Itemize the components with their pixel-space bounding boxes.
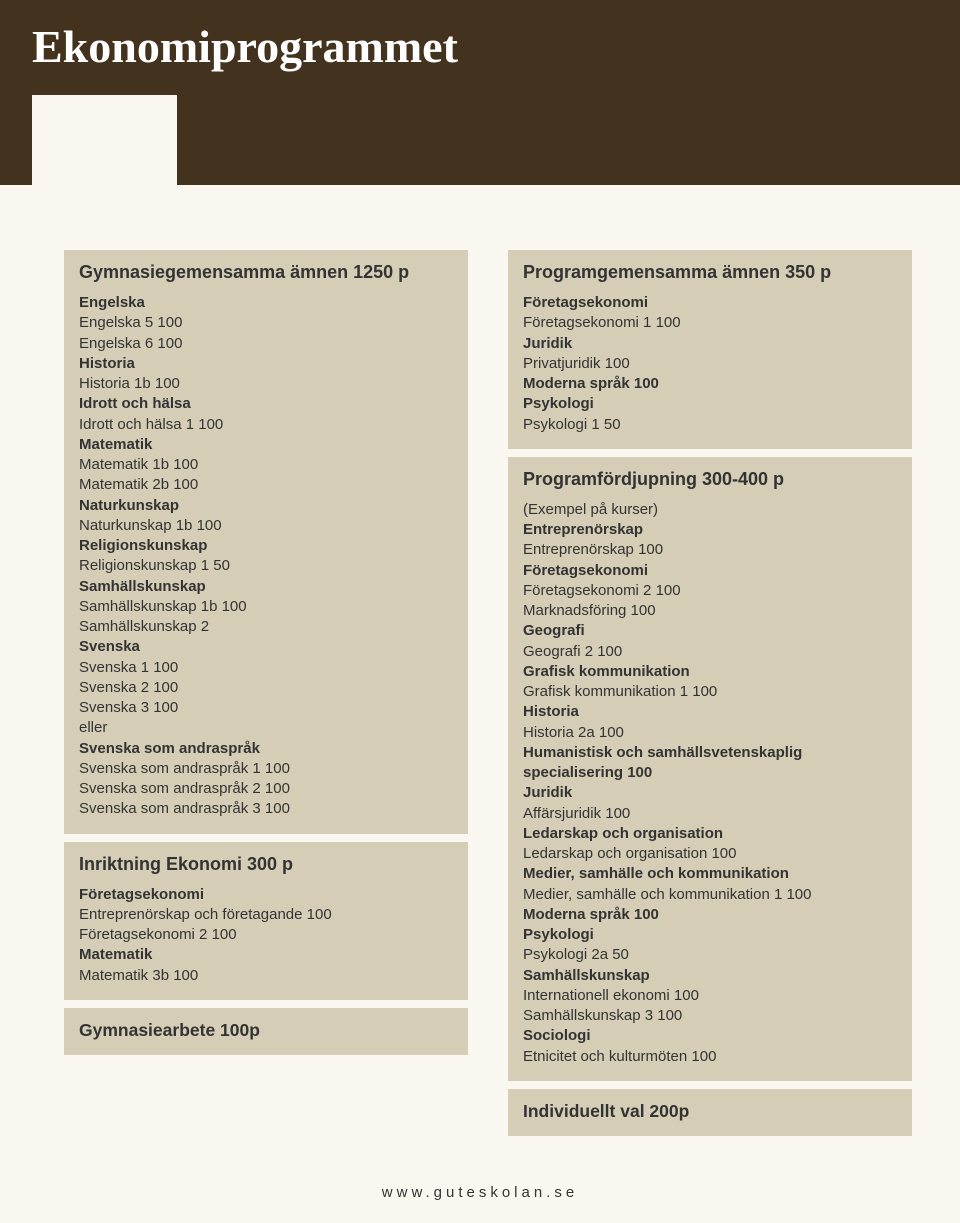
course-line: Marknadsföring 100 <box>523 601 897 621</box>
content-columns: Gymnasiegemensamma ämnen 1250 pEngelskaE… <box>64 250 912 1144</box>
subject-line: Företagsekonomi <box>523 293 897 313</box>
course-line: Företagsekonomi 2 100 <box>79 925 453 945</box>
subject-line: Grafisk kommunikation <box>523 662 897 682</box>
subject-line: Matematik <box>79 435 453 455</box>
course-line: Företagsekonomi 1 100 <box>523 313 897 333</box>
subject-line: Företagsekonomi <box>523 561 897 581</box>
course-line: Engelska 5 100 <box>79 313 453 333</box>
footer-url: www.guteskolan.se <box>0 1184 960 1201</box>
course-line: Grafisk kommunikation 1 100 <box>523 682 897 702</box>
subject-line: Naturkunskap <box>79 496 453 516</box>
course-line: Religionskunskap 1 50 <box>79 556 453 576</box>
subject-line: Historia <box>79 354 453 374</box>
course-line: Etnicitet och kulturmöten 100 <box>523 1047 897 1067</box>
subject-line: Samhällskunskap <box>523 966 897 986</box>
subject-line: Matematik <box>79 945 453 965</box>
subject-line: Historia <box>523 702 897 722</box>
course-line: Matematik 3b 100 <box>79 966 453 986</box>
right-section-0: Programgemensamma ämnen 350 p Företagseko… <box>508 250 912 449</box>
course-line: Svenska som andraspråk 2 100 <box>79 779 453 799</box>
left-section-2: Gymnasiearbete 100p <box>64 1008 468 1055</box>
course-line: Matematik 1b 100 <box>79 455 453 475</box>
subject-line: Företagsekonomi <box>79 885 453 905</box>
right-column: Programgemensamma ämnen 350 p Företagseko… <box>508 250 912 1144</box>
subject-line: Juridik <box>523 334 897 354</box>
section-title: Individuellt val 200p <box>523 1101 897 1122</box>
note-line: (Exempel på kurser) <box>523 500 897 520</box>
course-line: Geografi 2 100 <box>523 642 897 662</box>
course-line: Ledarskap och organisation 100 <box>523 844 897 864</box>
subject-line: Sociologi <box>523 1026 897 1046</box>
course-line: Svenska 1 100 <box>79 658 453 678</box>
course-line: Historia 2a 100 <box>523 723 897 743</box>
course-line: Entreprenörskap 100 <box>523 540 897 560</box>
course-line: Svenska som andraspråk 1 100 <box>79 759 453 779</box>
subject-line: Ledarskap och organisation <box>523 824 897 844</box>
course-line: Samhällskunskap 1b 100 <box>79 597 453 617</box>
subject-line: Religionskunskap <box>79 536 453 556</box>
subject-line: Svenska som andraspråk <box>79 739 453 759</box>
left-section-1: Inriktning Ekonomi 300 p FöretagsekonomiE… <box>64 842 468 1000</box>
course-line: Svenska 3 100 <box>79 698 453 718</box>
tab-stub <box>32 95 177 215</box>
section-title: Programgemensamma ämnen 350 p <box>523 262 897 283</box>
course-line: Naturkunskap 1b 100 <box>79 516 453 536</box>
section-title: Inriktning Ekonomi 300 p <box>79 854 453 875</box>
subject-line: Samhällskunskap <box>79 577 453 597</box>
subject-line: Geografi <box>523 621 897 641</box>
course-line: Samhällskunskap 3 100 <box>523 1006 897 1026</box>
course-line: Svenska som andraspråk 3 100 <box>79 799 453 819</box>
course-line: Psykologi 2a 50 <box>523 945 897 965</box>
page-title: Ekonomiprogrammet <box>32 20 458 73</box>
section-title: Programfördjupning 300-400 p <box>523 469 897 490</box>
subject-line: Idrott och hälsa <box>79 394 453 414</box>
section-title: Gymnasiearbete 100p <box>79 1020 453 1041</box>
course-line: Historia 1b 100 <box>79 374 453 394</box>
course-line: Matematik 2b 100 <box>79 475 453 495</box>
course-line: Affärsjuridik 100 <box>523 804 897 824</box>
course-line: Privatjuridik 100 <box>523 354 897 374</box>
course-line: Internationell ekonomi 100 <box>523 986 897 1006</box>
subject-line: Entreprenörskap <box>523 520 897 540</box>
left-column: Gymnasiegemensamma ämnen 1250 pEngelskaE… <box>64 250 468 1144</box>
subject-line: Psykologi <box>523 394 897 414</box>
course-line: Engelska 6 100 <box>79 334 453 354</box>
course-line: Entreprenörskap och företagande 100 <box>79 905 453 925</box>
course-line: Medier, samhälle och kommunikation 1 100 <box>523 885 897 905</box>
course-line: Samhällskunskap 2 <box>79 617 453 637</box>
course-line: Företagsekonomi 2 100 <box>523 581 897 601</box>
course-line: Psykologi 1 50 <box>523 415 897 435</box>
subject-line: Svenska <box>79 637 453 657</box>
course-line: Idrott och hälsa 1 100 <box>79 415 453 435</box>
subject-line: Medier, samhälle och kommunikation <box>523 864 897 884</box>
subject-line: Moderna språk 100 <box>523 905 897 925</box>
subject-line: Psykologi <box>523 925 897 945</box>
subject-line: Juridik <box>523 783 897 803</box>
subject-line: Engelska <box>79 293 453 313</box>
right-section-1: Programfördjupning 300-400 p (Exempel på … <box>508 457 912 1081</box>
subject-line: Humanistisk och samhällsvetenskaplig spe… <box>523 743 897 784</box>
course-line: Svenska 2 100 <box>79 678 453 698</box>
course-line: eller <box>79 718 453 738</box>
left-section-0: Gymnasiegemensamma ämnen 1250 pEngelskaE… <box>64 250 468 834</box>
right-section-2: Individuellt val 200p <box>508 1089 912 1136</box>
subject-line: Moderna språk 100 <box>523 374 897 394</box>
section-title: Gymnasiegemensamma ämnen 1250 p <box>79 262 453 283</box>
